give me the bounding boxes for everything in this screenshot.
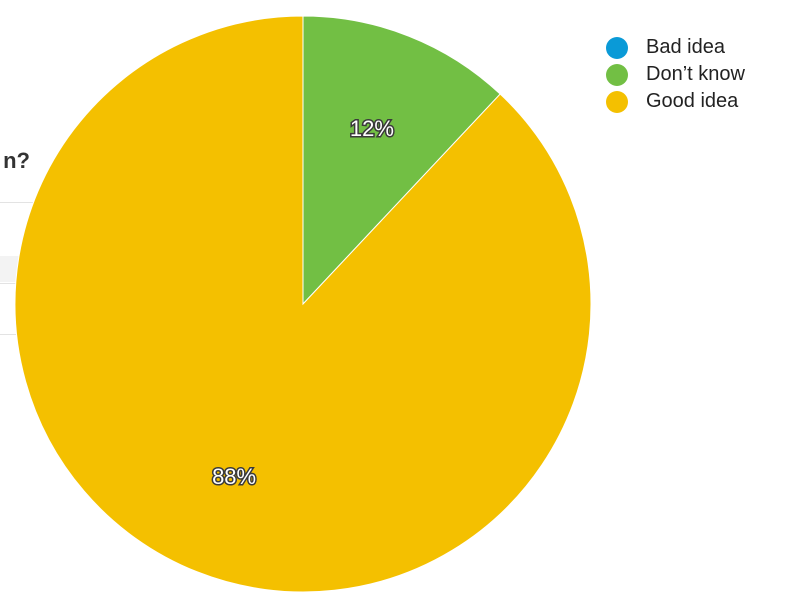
legend-label: Bad idea [646,36,725,58]
legend-item[interactable]: Good idea [606,88,745,115]
pie-slice[interactable] [302,15,501,306]
slice-percent-label: 12% [350,116,394,141]
chart-legend: Bad idea Don’t know Good idea [606,34,745,115]
legend-swatch-icon [606,63,628,86]
legend-item[interactable]: Don’t know [606,61,745,88]
legend-swatch-icon [606,90,628,113]
legend-label: Don’t know [646,63,745,85]
question-heading-fragment: n? [3,148,30,173]
pie-slice[interactable] [14,15,592,592]
legend-item[interactable]: Bad idea [606,34,745,61]
legend-swatch-icon [606,36,628,59]
legend-label: Good idea [646,90,739,112]
divider [0,202,60,203]
slice-percent-label: 88% [212,464,256,489]
